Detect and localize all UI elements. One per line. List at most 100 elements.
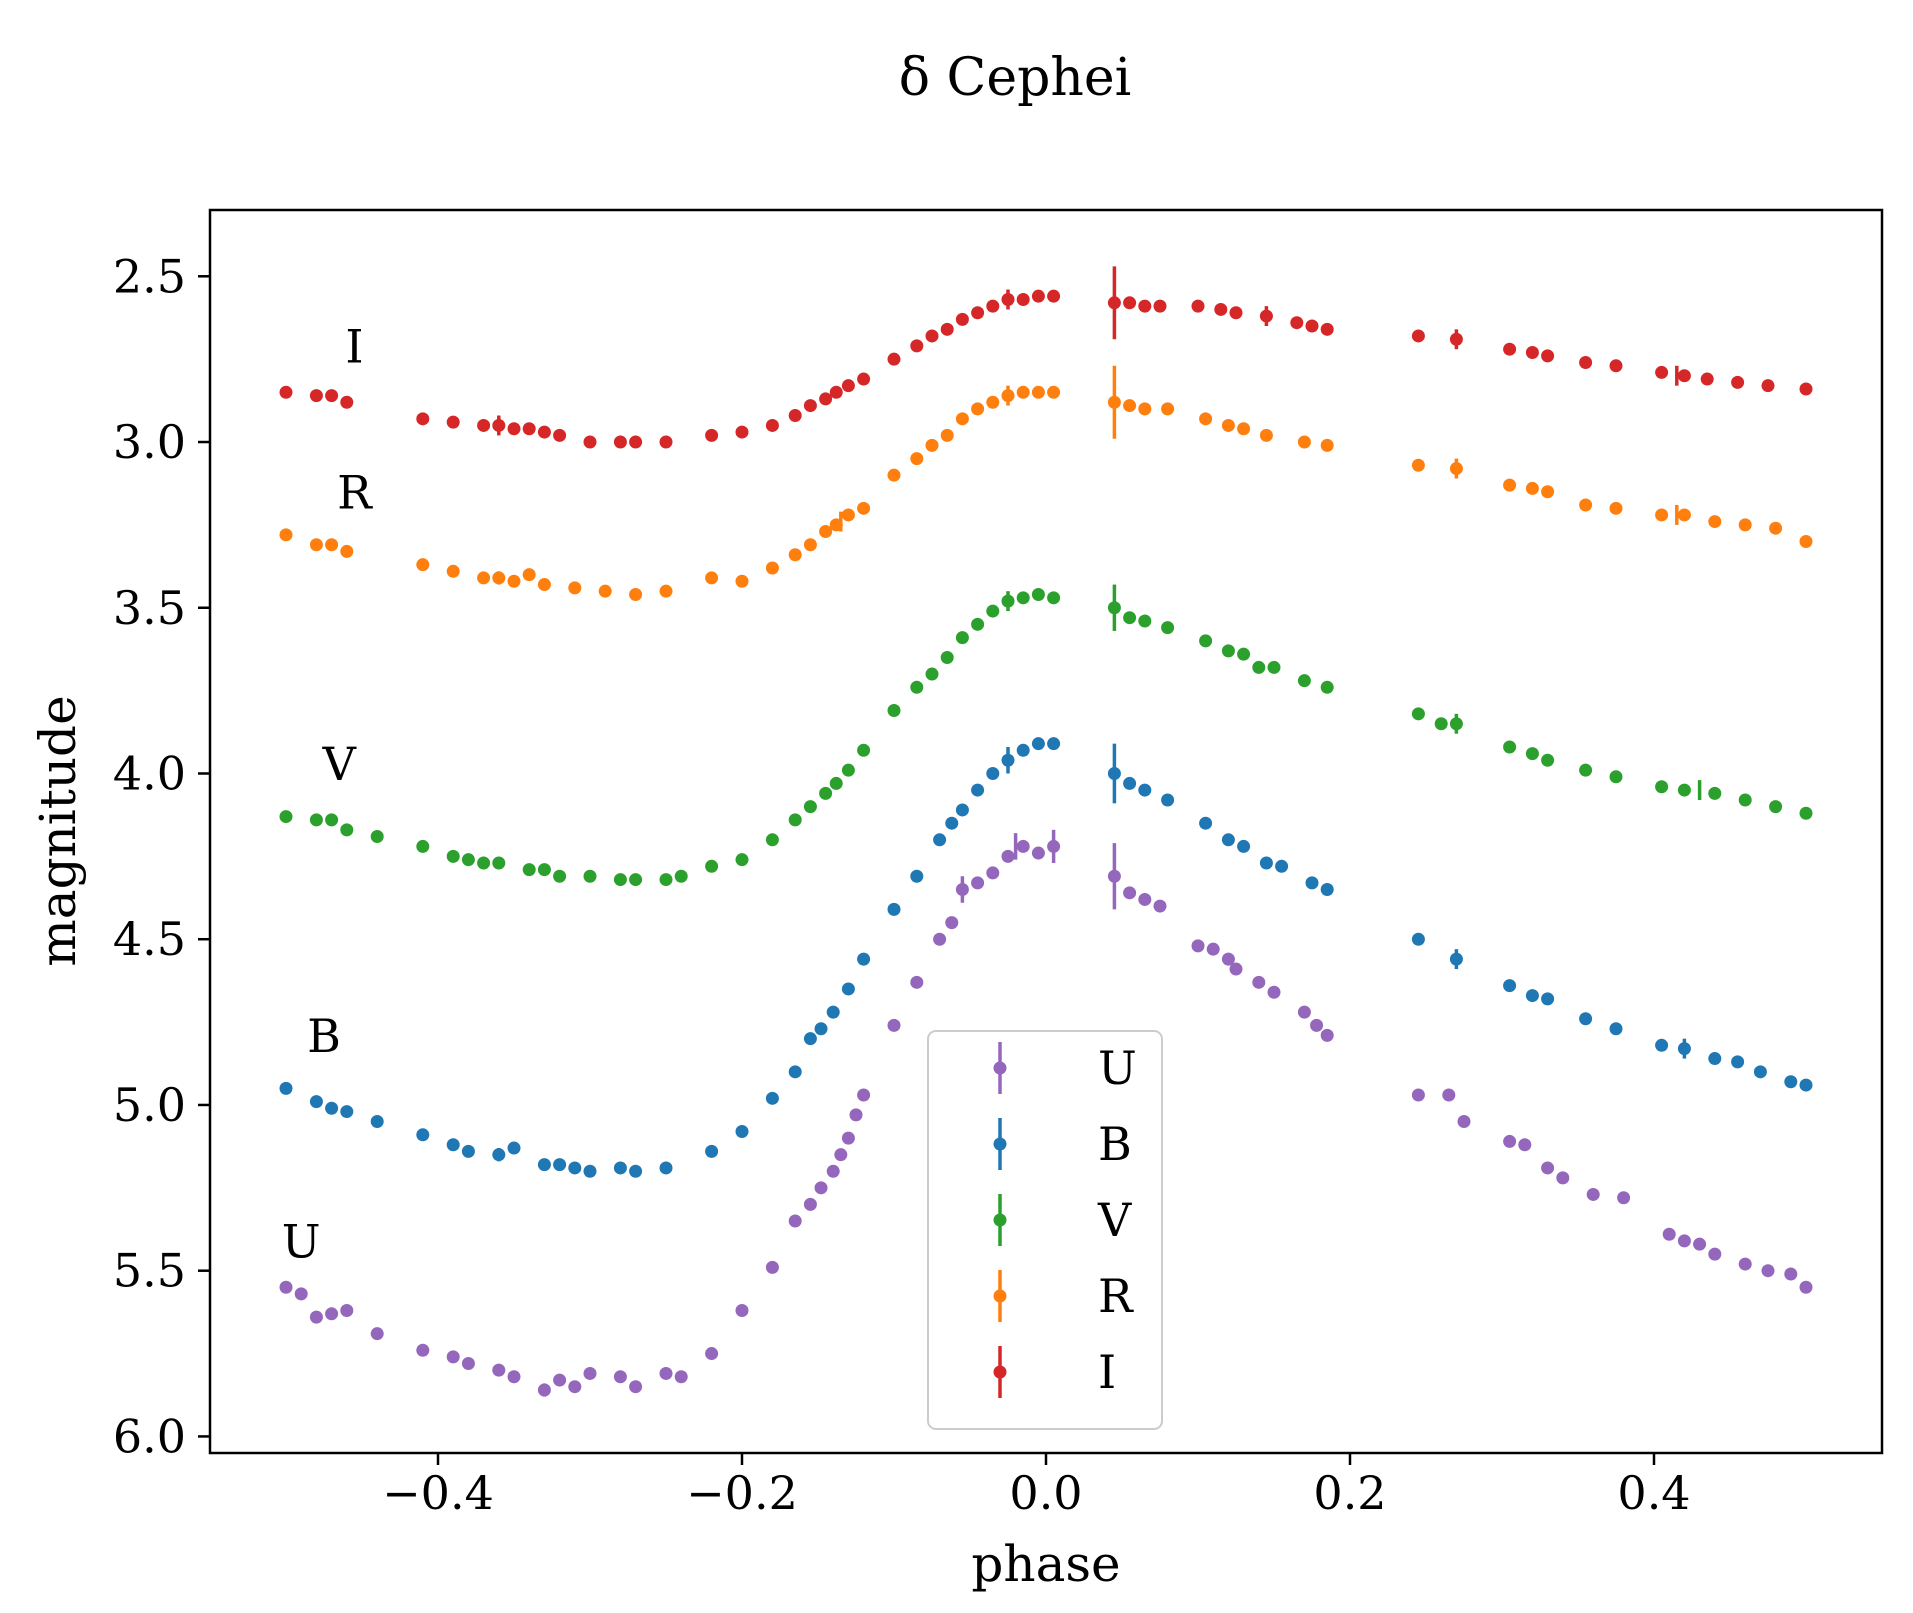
data-point-b	[1305, 876, 1319, 890]
data-point-v	[553, 869, 567, 883]
data-point-i	[765, 418, 779, 432]
data-point-r	[910, 452, 924, 466]
legend-dot-i	[993, 1365, 1007, 1379]
data-point-i	[940, 322, 954, 336]
data-point-r	[1123, 399, 1137, 413]
chart-title: δ Cephei	[899, 48, 1132, 108]
curve-labels: I R V B U	[282, 319, 373, 1268]
data-point-u	[1518, 1138, 1532, 1152]
data-point-u	[279, 1280, 293, 1294]
data-point-b	[765, 1091, 779, 1105]
data-point-r	[1031, 385, 1045, 399]
data-point-i	[629, 435, 643, 449]
data-point-i	[788, 409, 802, 423]
data-point-i	[1153, 299, 1167, 313]
curve-label-u: U	[282, 1214, 321, 1268]
data-point-u	[325, 1307, 339, 1321]
data-point-b	[1579, 1012, 1593, 1026]
data-point-b	[492, 1148, 506, 1162]
data-point-u	[1297, 1005, 1311, 1019]
x-tick-label: 0.2	[1313, 1466, 1386, 1520]
data-point-v	[1199, 634, 1213, 648]
data-point-b	[826, 1005, 840, 1019]
data-point-b	[1320, 883, 1334, 897]
data-point-r	[1609, 501, 1623, 515]
data-point-u	[1708, 1247, 1722, 1261]
data-point-b	[1237, 839, 1251, 853]
data-point-i	[841, 379, 855, 393]
data-point-b	[1161, 793, 1175, 807]
data-point-r	[507, 574, 521, 588]
data-point-r	[1297, 435, 1311, 449]
data-point-r	[1138, 402, 1152, 416]
data-point-r	[819, 525, 833, 539]
data-point-v	[857, 743, 871, 757]
data-point-r	[857, 501, 871, 515]
data-point-b	[1449, 952, 1463, 966]
data-point-i	[1229, 306, 1243, 320]
data-point-b	[1525, 989, 1539, 1003]
data-point-u	[1761, 1264, 1775, 1278]
data-point-i	[986, 299, 1000, 313]
data-point-i	[1799, 382, 1813, 396]
data-point-i	[1525, 346, 1539, 360]
data-point-v	[910, 680, 924, 694]
data-point-u	[1738, 1257, 1752, 1271]
data-point-i	[971, 306, 985, 320]
data-point-i	[1123, 296, 1137, 310]
data-point-b	[887, 902, 901, 916]
data-point-b	[1031, 737, 1045, 751]
data-point-i	[492, 418, 506, 432]
data-point-u	[507, 1370, 521, 1384]
y-tick-label: 5.0	[113, 1078, 186, 1132]
data-point-u	[910, 975, 924, 989]
data-point-b	[553, 1158, 567, 1172]
data-point-r	[1769, 521, 1783, 535]
data-point-u	[1442, 1088, 1456, 1102]
data-point-b	[1123, 776, 1137, 790]
y-tick-label: 4.5	[113, 912, 186, 966]
data-point-b	[1731, 1055, 1745, 1069]
data-point-v	[1708, 786, 1722, 800]
data-point-v	[629, 873, 643, 887]
data-point-u	[370, 1327, 384, 1341]
data-point-u	[1031, 846, 1045, 860]
data-point-v	[1123, 611, 1137, 625]
data-point-v	[1016, 591, 1030, 605]
data-point-u	[1229, 962, 1243, 976]
data-point-v	[841, 763, 855, 777]
data-point-b	[537, 1158, 551, 1172]
data-point-i	[553, 428, 567, 442]
data-point-r	[568, 581, 582, 595]
data-point-i	[735, 425, 749, 439]
data-point-b	[986, 766, 1000, 780]
data-point-i	[1259, 309, 1273, 323]
data-point-b	[945, 816, 959, 830]
data-point-r	[629, 588, 643, 602]
data-point-v	[1138, 614, 1152, 628]
data-point-r	[940, 428, 954, 442]
y-axis-label: magnitude	[29, 695, 87, 966]
data-point-u	[1001, 849, 1015, 863]
data-point-v	[325, 813, 339, 827]
series-u	[279, 829, 1813, 1397]
data-point-b	[1001, 753, 1015, 767]
y-tick-label: 4.0	[113, 746, 186, 800]
data-point-b	[841, 982, 855, 996]
data-point-r	[803, 538, 817, 552]
data-point-b	[1259, 856, 1273, 870]
data-point-v	[803, 800, 817, 814]
curve-label-v: V	[322, 737, 357, 791]
data-point-b	[735, 1124, 749, 1138]
data-point-i	[446, 415, 460, 429]
data-point-r	[1259, 428, 1273, 442]
x-axis-label: phase	[971, 1535, 1120, 1593]
data-point-r	[1001, 389, 1015, 403]
data-point-r	[477, 571, 491, 585]
data-point-v	[416, 839, 430, 853]
curve-label-r: R	[337, 465, 373, 519]
data-point-v	[659, 873, 673, 887]
legend-dot-r	[993, 1289, 1007, 1303]
data-point-u	[735, 1303, 749, 1317]
data-point-v	[986, 604, 1000, 618]
